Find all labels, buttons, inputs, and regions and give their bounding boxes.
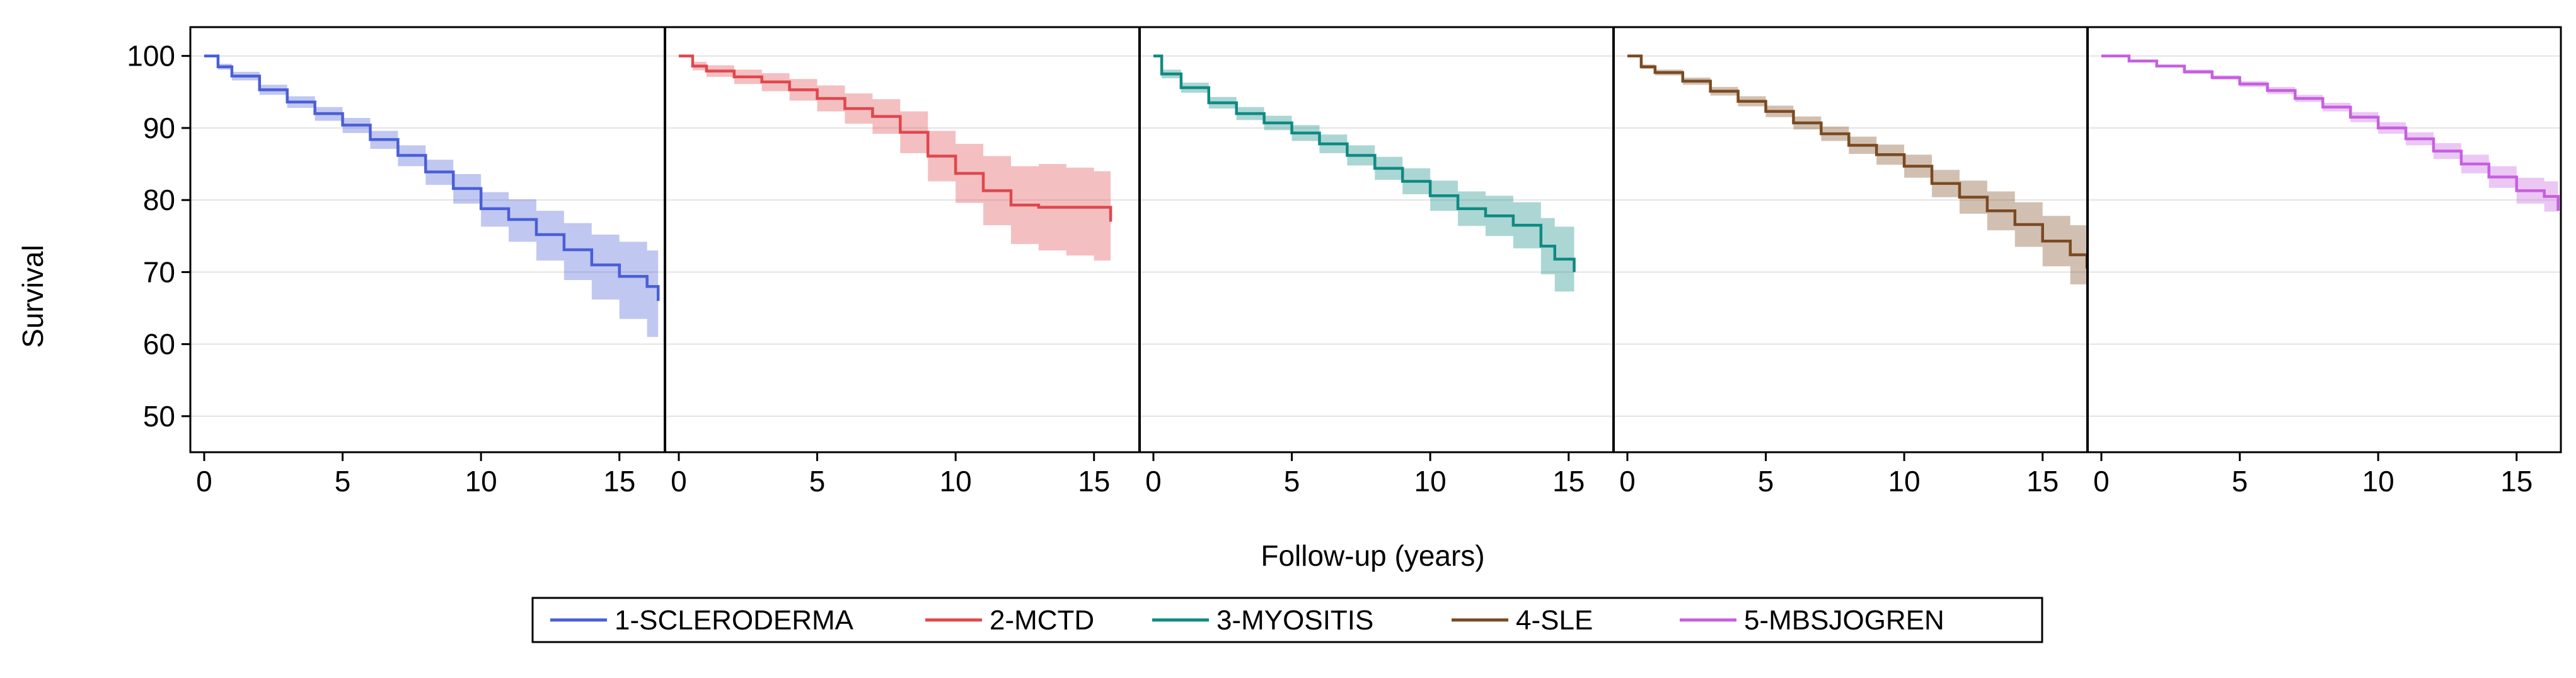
- plot-frame: [189, 26, 2562, 453]
- survival-line-layer: [204, 54, 2560, 301]
- legend-label-3: 3-MYOSITIS: [1216, 605, 1373, 636]
- x-tick-label-p4-0: 0: [1619, 465, 1636, 498]
- x-tick-label-p5-0: 0: [2093, 465, 2110, 498]
- y-tick-label-90: 90: [143, 112, 175, 144]
- y-tick-label-100: 100: [127, 40, 175, 73]
- x-tick-label-p4-15: 15: [2026, 465, 2059, 498]
- y-axis-title: Survival: [16, 245, 49, 348]
- axis-layer: 50 60 70 80 90 100 0 5 10 15 0 5 10 15 0 5 10 15 0 5 10 15 0 5 1…: [127, 40, 2533, 498]
- x-tick-label-p1-0: 0: [196, 465, 212, 498]
- x-tick-label-p4-5: 5: [1758, 465, 1774, 498]
- legend-label-1: 1-SCLERODERMA: [615, 605, 854, 636]
- grid-layer: [190, 55, 2561, 417]
- legend-box: [531, 597, 2043, 643]
- legend-label-5: 5-MBSJOGREN: [1744, 605, 1944, 636]
- survival-line-3: [1153, 54, 1576, 272]
- survival-line-1: [204, 54, 660, 301]
- confidence-band-layer: [204, 56, 2558, 352]
- x-axis-title: Follow-up (years): [1261, 539, 1484, 572]
- x-tick-label-p3-5: 5: [1284, 465, 1300, 498]
- y-tick-label-70: 70: [143, 255, 175, 288]
- survival-line-5: [2101, 54, 2560, 211]
- x-tick-label-p3-0: 0: [1145, 465, 1162, 498]
- y-tick-label-80: 80: [143, 184, 175, 216]
- x-tick-label-p2-10: 10: [940, 465, 972, 498]
- y-tick-label-60: 60: [143, 328, 175, 361]
- x-tick-label-p5-15: 15: [2500, 465, 2533, 498]
- x-tick-label-p2-0: 0: [671, 465, 687, 498]
- confidence-band-2: [678, 56, 1111, 265]
- x-tick-label-p1-15: 15: [603, 465, 635, 498]
- confidence-band-1: [204, 56, 659, 352]
- confidence-band-3: [1153, 56, 1574, 308]
- x-tick-label-p5-10: 10: [2362, 465, 2394, 498]
- survival-line-2: [678, 54, 1112, 222]
- panel-frame-layer: [189, 26, 2562, 453]
- x-tick-label-p1-5: 5: [335, 465, 351, 498]
- x-tick-label-p3-15: 15: [1552, 465, 1585, 498]
- x-tick-label-p5-5: 5: [2232, 465, 2248, 498]
- legend-label-4: 4-SLE: [1516, 605, 1593, 636]
- y-tick-label-50: 50: [143, 400, 175, 433]
- x-tick-label-p1-10: 10: [465, 465, 497, 498]
- survival-line-4: [1627, 54, 2089, 269]
- legend: 1-SCLERODERMA 2-MCTD 3-MYOSITIS 4-SLE 5-MBSJ…: [531, 597, 2043, 643]
- x-tick-label-p2-5: 5: [809, 465, 826, 498]
- x-tick-label-p3-10: 10: [1414, 465, 1447, 498]
- x-tick-label-p4-10: 10: [1888, 465, 1920, 498]
- legend-label-2: 2-MCTD: [990, 605, 1094, 636]
- x-tick-label-p2-15: 15: [1078, 465, 1110, 498]
- confidence-band-4: [1627, 56, 2087, 298]
